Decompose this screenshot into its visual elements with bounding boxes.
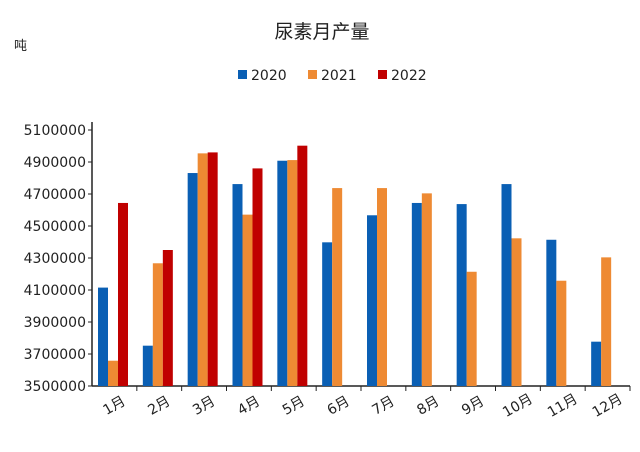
x-tick-label: 6月 [325,393,353,418]
x-tick-label: 4月 [235,393,263,418]
bar-2020-3月 [187,173,198,386]
bar-2020-8月 [411,202,422,386]
bar-2020-7月 [367,215,377,386]
y-tick-label: 5100000 [24,123,86,139]
x-tick-label: 7月 [369,393,397,418]
y-tick-label: 4900000 [24,155,86,171]
y-tick-label: 4500000 [24,219,86,235]
bar-2021-2月 [152,263,163,386]
bar-2021-4月 [242,214,253,386]
bar-2021-6月 [332,188,343,386]
bar-2021-11月 [556,280,567,386]
bars [98,145,612,386]
bar-2021-10月 [511,238,522,386]
bar-2020-12月 [591,341,602,386]
bar-2022-4月 [252,168,263,386]
y-tick-label: 3900000 [24,315,86,331]
y-axis-unit-label: 吨 [14,39,27,54]
chart-title: 尿素月产量 [274,21,369,43]
bar-2020-4月 [232,184,243,386]
y-tick-label: 4100000 [24,283,86,299]
bar-2020-2月 [142,345,153,386]
bar-2022-1月 [118,202,128,386]
bar-2020-11月 [546,239,557,386]
legend-label: 2020 [251,68,287,84]
bar-2021-5月 [287,160,298,386]
legend-swatch-2022 [378,70,387,79]
legend-label: 2021 [321,68,357,84]
bar-2021-12月 [601,257,612,386]
bar-2021-8月 [421,193,432,386]
bar-2022-5月 [297,145,308,386]
bar-2021-7月 [377,188,387,386]
bar-2020-1月 [98,287,108,386]
bar-2022-2月 [162,250,173,386]
x-tick-label: 3月 [190,393,218,418]
bar-2020-5月 [277,160,288,386]
y-tick-label: 3500000 [24,379,86,395]
x-tick-label: 11月 [545,391,581,421]
bar-2020-9月 [456,204,467,386]
legend-swatch-2020 [238,70,247,79]
y-tick-label: 4300000 [24,251,86,267]
x-tick-label: 2月 [145,393,173,418]
x-tick-label: 1月 [100,393,128,418]
bar-2020-6月 [322,242,333,386]
bar-2021-1月 [108,360,118,386]
y-tick-label: 4700000 [24,187,86,203]
legend-swatch-2021 [308,70,317,79]
y-tick-label: 3700000 [24,347,86,363]
x-tick-label: 10月 [500,391,536,421]
bar-2020-10月 [501,184,512,386]
legend-label: 2022 [391,68,427,84]
bar-2021-9月 [466,271,477,386]
legend: 2020 2021 2022 [238,68,427,84]
x-tick-label: 12月 [590,391,626,421]
bar-2022-3月 [207,152,218,386]
x-tick-label: 5月 [280,393,308,418]
bar-2021-3月 [197,153,208,386]
x-tick-label: 9月 [459,393,487,418]
x-tick-label: 8月 [414,393,442,418]
